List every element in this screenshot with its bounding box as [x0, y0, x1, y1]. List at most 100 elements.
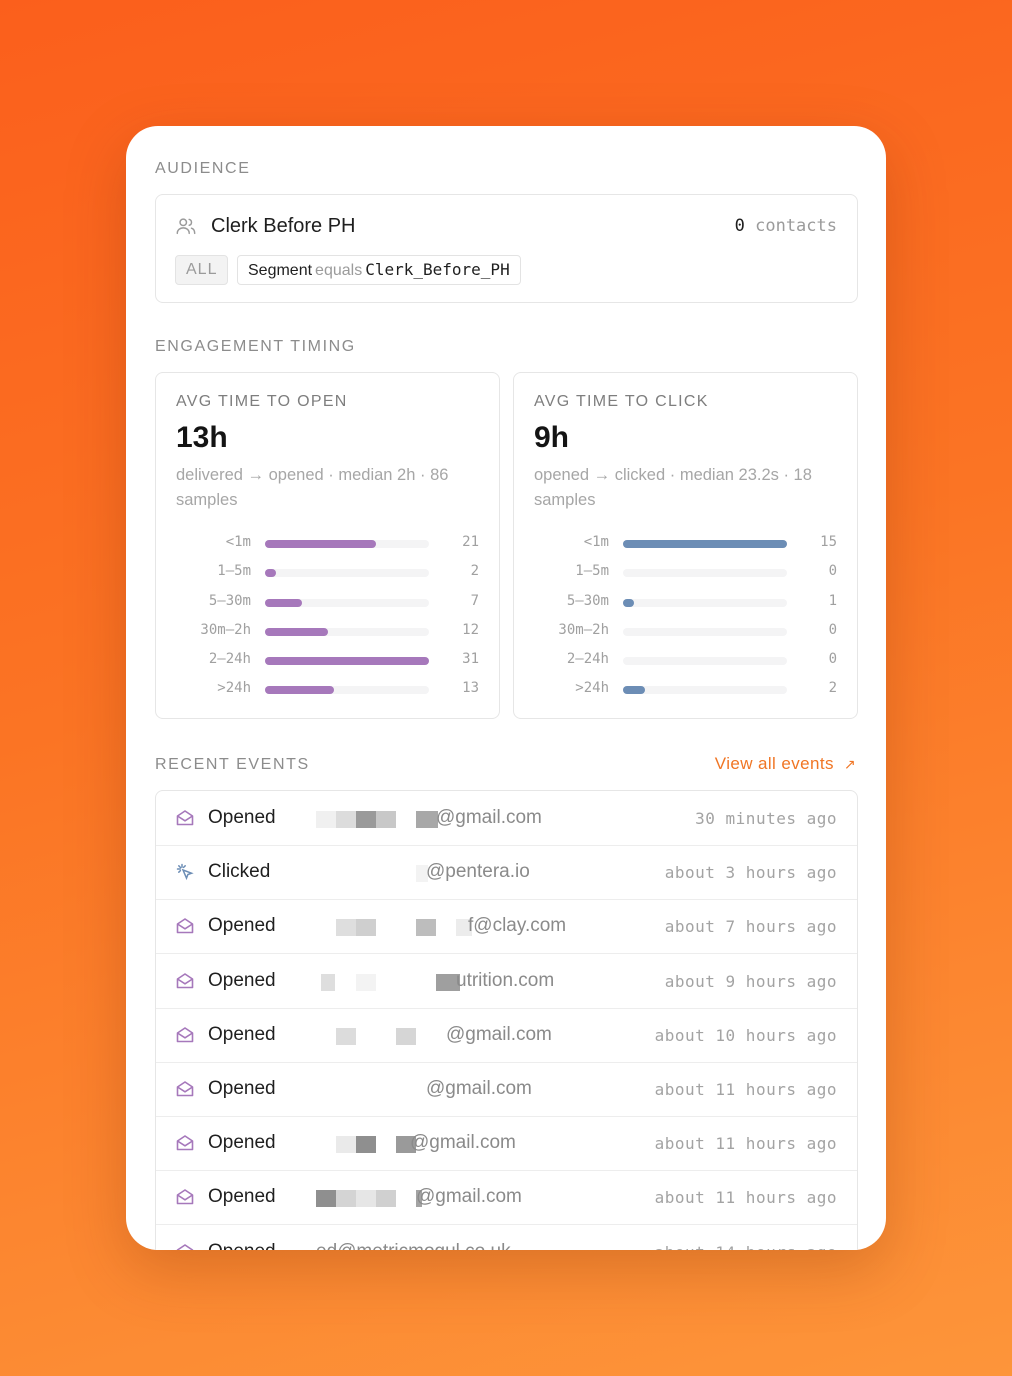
event-row[interactable]: Opened @gmail.com about 11 hours ago — [156, 1116, 857, 1172]
histogram-row: 5–30m 7 — [156, 590, 499, 619]
contact-count: 0 contacts — [735, 216, 837, 236]
histogram-bar — [265, 569, 276, 578]
envelope-open-icon — [175, 1079, 195, 1099]
histogram-row: <1m 15 — [514, 531, 857, 560]
histogram-row: 1–5m 0 — [514, 560, 857, 589]
envelope-open-icon — [175, 916, 195, 936]
histogram-row: <1m 21 — [156, 531, 499, 560]
event-row[interactable]: Opened utrition.com about 9 hours ago — [156, 954, 857, 1009]
redaction-block — [356, 1136, 376, 1154]
cursor-click-icon — [175, 862, 195, 882]
segment-filter-chip: Segment equals Clerk_Before_PH — [237, 255, 521, 285]
histogram-bar-track — [623, 598, 787, 607]
event-row[interactable]: Opened @gmail.com about 11 hours ago — [156, 1062, 857, 1117]
event-recipient: utrition.com — [316, 970, 626, 994]
users-icon — [176, 218, 196, 235]
events-list: Opened @gmail.com 30 minutes ago Clicked @pe… — [155, 790, 858, 1250]
histogram-bar-track — [265, 598, 429, 607]
histogram-bucket-count: 15 — [820, 534, 837, 550]
histogram-bar-track — [265, 540, 429, 548]
histogram-bar-track — [265, 686, 429, 695]
histogram-bar-track — [265, 569, 429, 578]
histogram-bucket-count: 31 — [462, 651, 479, 668]
histogram-bar-track — [265, 627, 429, 636]
event-recipient: @pentera.io — [316, 861, 626, 885]
histogram-bar-track — [623, 657, 787, 666]
redaction-block — [376, 811, 396, 828]
envelope-open-icon — [175, 1242, 195, 1250]
histogram-bar-track — [623, 540, 787, 548]
histogram-bar — [265, 627, 329, 636]
envelope-open-icon-svg — [176, 918, 194, 934]
event-type: Opened — [208, 1241, 276, 1250]
envelope-open-icon — [175, 971, 195, 991]
event-row[interactable]: Opened @gmail.com about 10 hours ago — [156, 1008, 857, 1063]
event-time: about 9 hours ago — [664, 971, 837, 991]
redaction-block — [336, 1190, 356, 1208]
histogram-row: >24h 13 — [156, 677, 499, 706]
event-recipient-email: @gmail.com — [426, 1078, 532, 1099]
events-section-label: RECENT EVENTS — [155, 756, 310, 773]
time-to-open-value: 13h — [176, 421, 228, 454]
event-row[interactable]: Opened @gmail.com 30 minutes ago — [156, 791, 857, 846]
histogram-bucket-label: 2–24h — [566, 651, 609, 668]
event-time: about 11 hours ago — [654, 1080, 837, 1099]
event-recipient-email: @pentera.io — [426, 861, 530, 883]
histogram-bar — [265, 598, 303, 607]
envelope-open-icon-svg — [176, 1026, 194, 1043]
histogram-bucket-label: 5–30m — [566, 592, 609, 609]
time-to-click-value: 9h — [534, 421, 570, 454]
histogram-bar-track — [623, 627, 787, 636]
event-type: Opened — [208, 807, 276, 828]
time-to-open-histogram: <1m 21 1–5m 2 5–30m 7 30m–2h 12 2–24h 31 >24h 13 — [156, 531, 499, 707]
histogram-bucket-label: 5–30m — [208, 592, 251, 609]
histogram-row: >24h 2 — [514, 677, 857, 706]
redaction-block — [416, 865, 428, 883]
histogram-bar-track — [265, 657, 429, 666]
histogram-row: 2–24h 0 — [514, 648, 857, 677]
event-recipient-email: @gmail.com — [416, 1186, 522, 1208]
event-time: about 14 hours ago — [655, 1243, 837, 1250]
histogram-bar — [623, 540, 787, 548]
histogram-bucket-count: 2 — [470, 563, 479, 580]
redaction-block — [336, 1136, 356, 1154]
timing-section-label: ENGAGEMENT TIMING — [155, 338, 356, 355]
event-recipient-email: @gmail.com — [436, 807, 542, 828]
redaction-block — [356, 1190, 376, 1208]
event-time: about 7 hours ago — [664, 917, 837, 937]
redaction-block — [356, 919, 376, 937]
histogram-row: 2–24h 31 — [156, 648, 499, 677]
histogram-bar-track — [623, 569, 787, 578]
event-row[interactable]: Clicked @pentera.io about 3 hours ago — [156, 845, 857, 901]
time-to-click-histogram: <1m 15 1–5m 0 5–30m 1 30m–2h 0 2–24h 0 >24h 2 — [514, 531, 857, 707]
histogram-bucket-count: 12 — [462, 621, 479, 638]
event-type: Opened — [208, 1132, 276, 1154]
event-type: Opened — [208, 1023, 276, 1045]
histogram-bar — [265, 686, 334, 695]
histogram-bucket-label: 1–5m — [217, 563, 251, 580]
filter-operator: equals — [315, 262, 363, 279]
event-time: about 10 hours ago — [654, 1025, 837, 1045]
redaction-block — [456, 919, 472, 937]
time-to-click-subtitle: opened → clicked · median 23.2s · 18 sam… — [534, 466, 812, 509]
event-recipient-email: ed@metricmogul.co.uk — [316, 1241, 511, 1250]
histogram-bucket-label: <1m — [225, 534, 251, 550]
match-all-chip: ALL — [175, 255, 229, 285]
histogram-bucket-label: 1–5m — [575, 563, 609, 580]
envelope-open-icon — [175, 1133, 195, 1153]
filter-value: Clerk_Before_PH — [365, 260, 510, 279]
event-row[interactable]: Opened ed@metricmogul.co.uk about 14 hours… — [156, 1225, 857, 1250]
arrow-up-right-icon: ↗ — [843, 756, 856, 772]
redaction-block — [356, 811, 376, 828]
event-row[interactable]: Opened f@clay.com about 7 hours ago — [156, 899, 857, 955]
time-to-open-subtitle: delivered → opened · median 2h · 86 samp… — [176, 466, 449, 509]
histogram-bar — [623, 598, 634, 607]
view-all-events-link[interactable]: View all events ↗ — [715, 754, 856, 774]
event-row[interactable]: Opened @gmail.com about 11 hours ago — [156, 1170, 857, 1226]
time-to-open-title: AVG TIME TO OPEN — [176, 393, 348, 410]
histogram-bar — [623, 686, 645, 695]
envelope-open-icon — [175, 1187, 195, 1207]
view-all-events-label: View all events — [714, 754, 834, 773]
histogram-bar — [265, 540, 377, 548]
histogram-bucket-label: 30m–2h — [558, 621, 609, 638]
